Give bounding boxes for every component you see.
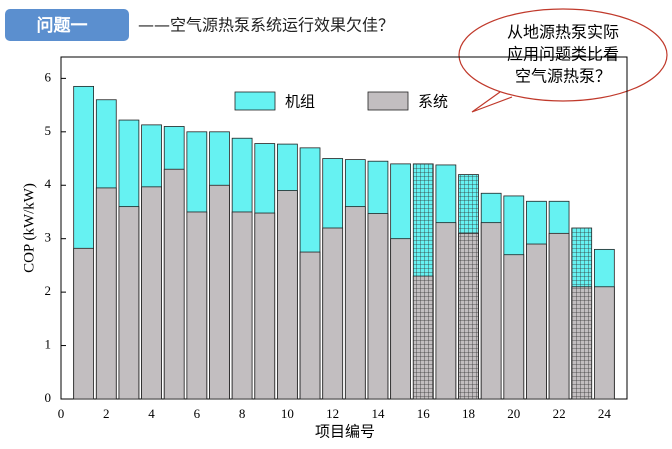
bar [593,286,615,400]
bubble-line: 应用问题类比看 [507,45,619,64]
tag: 问题一 [37,15,88,36]
x-tick-label: 8 [239,406,246,421]
x-tick-label: 10 [281,406,294,421]
x-tick-label: 12 [326,406,339,421]
bubble-line: 空气源热泵？ [515,67,611,86]
x-tick-label: 24 [598,406,612,421]
x-tick-label: 0 [58,406,65,421]
y-tick-label: 6 [45,69,52,84]
bar [435,222,457,400]
bar [503,254,525,400]
bar [526,243,547,400]
bar [367,213,389,400]
x-tick-label: 22 [553,406,566,421]
bar-hatch [413,276,434,399]
bubble-tail [471,91,513,113]
bar [141,186,162,400]
y-tick-label: 0 [45,390,52,405]
bar [277,190,298,400]
x-tick-label: 6 [194,406,201,421]
bar [254,212,276,400]
bar [231,211,253,400]
tag-box [5,9,129,41]
x-tick-label: 20 [507,406,520,421]
x-tick-label: 16 [417,406,431,421]
slide-title: ——空气源热泵系统运行效果欠佳？ [138,16,394,35]
bubble [458,8,668,102]
y-tick-label: 5 [45,123,52,138]
bar-hatch [571,286,592,399]
plot-frame [60,56,628,400]
legend-swatch [367,91,409,111]
bar [186,211,208,400]
legend-label: 系统 [418,93,448,111]
bar [95,187,117,400]
y-tick-label: 1 [45,337,52,352]
bar [548,232,570,400]
x-tick-label: 4 [148,406,155,421]
x-tick-label: 14 [371,406,385,421]
bar [163,168,185,400]
bar [118,206,140,400]
x-tick-label: 18 [462,406,475,421]
bar [73,247,95,400]
y-tick-label: 3 [45,230,52,245]
bubble-line: 从地源热泵实际 [507,23,619,42]
bar [480,222,502,400]
bar [209,184,230,400]
y-tick-label: 2 [45,283,52,298]
legend-label: 机组 [285,93,315,111]
bar [299,251,321,400]
bar-hatch [458,233,479,399]
y-axis-label: COP (kW/kW) [21,183,37,273]
x-axis-label: 项目编号 [315,423,375,441]
x-tick-label: 2 [103,406,110,421]
bar [322,227,344,400]
bar [344,206,366,400]
bar [390,238,411,400]
y-tick-label: 4 [45,176,52,191]
legend-swatch [234,91,276,111]
